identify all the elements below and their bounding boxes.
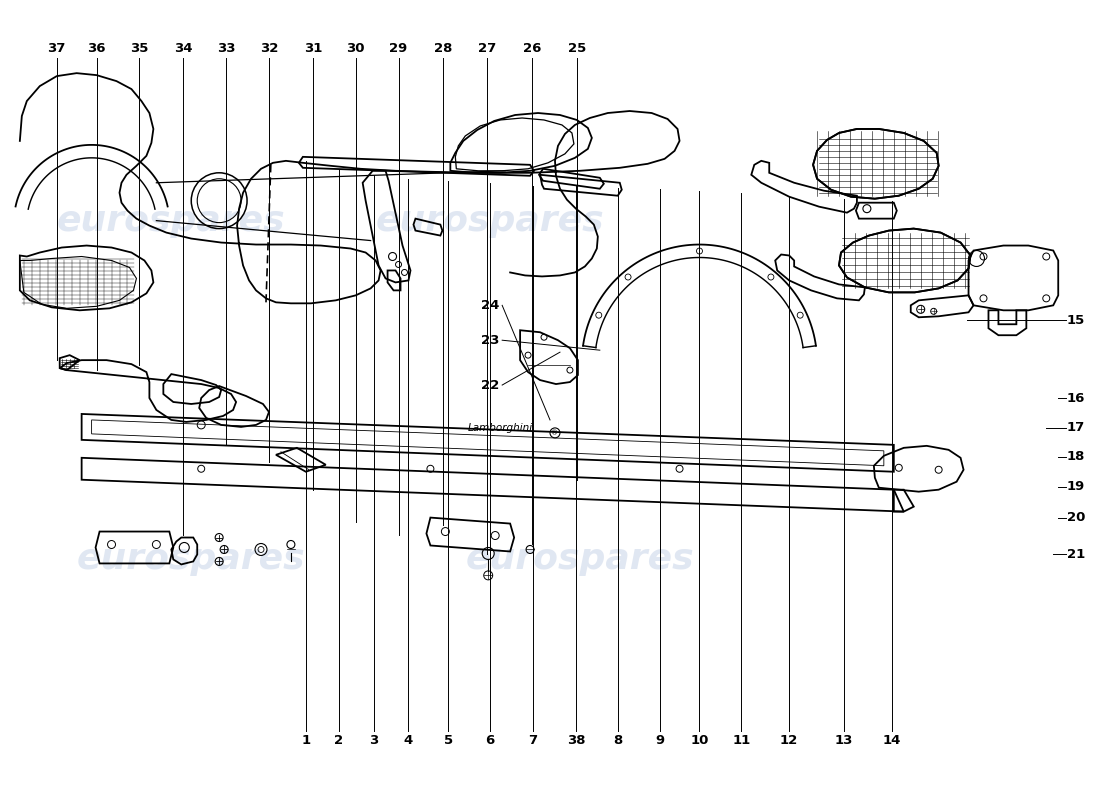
Text: 37: 37 bbox=[47, 42, 66, 54]
Text: 16: 16 bbox=[1067, 391, 1086, 405]
Text: 10: 10 bbox=[691, 734, 708, 747]
Text: 18: 18 bbox=[1067, 450, 1086, 463]
Text: Lamborghini: Lamborghini bbox=[468, 423, 532, 433]
Text: 4: 4 bbox=[404, 734, 414, 747]
Text: 27: 27 bbox=[478, 42, 496, 54]
Text: 9: 9 bbox=[656, 734, 664, 747]
Text: 26: 26 bbox=[522, 42, 541, 54]
Text: 6: 6 bbox=[485, 734, 495, 747]
Text: 28: 28 bbox=[434, 42, 452, 54]
Text: 19: 19 bbox=[1067, 480, 1086, 493]
Text: 33: 33 bbox=[217, 42, 235, 54]
Text: 35: 35 bbox=[130, 42, 148, 54]
PathPatch shape bbox=[813, 129, 938, 198]
Text: 29: 29 bbox=[389, 42, 408, 54]
Text: 22: 22 bbox=[481, 378, 499, 391]
PathPatch shape bbox=[839, 229, 970, 292]
Text: 20: 20 bbox=[1067, 511, 1086, 524]
Text: 32: 32 bbox=[260, 42, 278, 54]
Text: 17: 17 bbox=[1067, 422, 1086, 434]
Text: 1: 1 bbox=[301, 734, 310, 747]
Text: 3: 3 bbox=[368, 734, 378, 747]
Text: 23: 23 bbox=[481, 334, 499, 346]
Text: 2: 2 bbox=[334, 734, 343, 747]
Text: eurospares: eurospares bbox=[465, 542, 694, 577]
Text: 12: 12 bbox=[780, 734, 799, 747]
Text: 7: 7 bbox=[528, 734, 538, 747]
Text: 38: 38 bbox=[566, 734, 585, 747]
Text: 8: 8 bbox=[613, 734, 623, 747]
Text: 30: 30 bbox=[346, 42, 365, 54]
Text: 34: 34 bbox=[174, 42, 192, 54]
Text: 25: 25 bbox=[568, 42, 586, 54]
Text: 31: 31 bbox=[304, 42, 322, 54]
Text: 24: 24 bbox=[481, 299, 499, 312]
Text: 11: 11 bbox=[733, 734, 750, 747]
Text: eurospares: eurospares bbox=[376, 204, 605, 238]
Text: 13: 13 bbox=[835, 734, 854, 747]
Text: 15: 15 bbox=[1067, 314, 1086, 326]
Text: eurospares: eurospares bbox=[57, 204, 286, 238]
Text: 21: 21 bbox=[1067, 548, 1086, 561]
Text: 36: 36 bbox=[87, 42, 106, 54]
Text: 14: 14 bbox=[882, 734, 901, 747]
Text: ®: ® bbox=[551, 430, 559, 436]
Text: eurospares: eurospares bbox=[77, 542, 306, 577]
Text: 5: 5 bbox=[443, 734, 453, 747]
